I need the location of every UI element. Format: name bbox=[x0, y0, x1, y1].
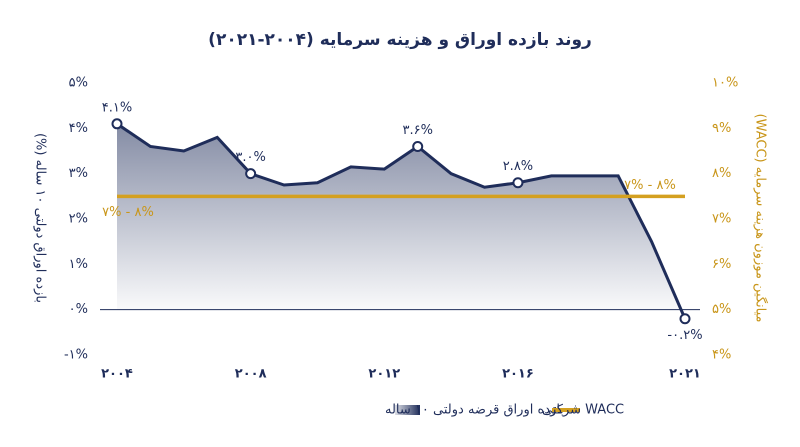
y-tick-label: ۵% bbox=[69, 76, 88, 91]
data-label: ۳.۰% bbox=[235, 150, 265, 165]
y-tick-label: ۳% bbox=[69, 166, 88, 181]
annotation: ۷% - ۸% bbox=[624, 178, 676, 193]
y2-tick-label: ۴% bbox=[712, 348, 731, 363]
chart-title: روند بازده اوراق و هزینه سرمایه (۲۰۰۴-۲۰… bbox=[208, 30, 592, 50]
y2-tick-label: ۵% bbox=[712, 302, 731, 317]
point bbox=[412, 140, 424, 152]
y2-tick-label: ۹% bbox=[712, 121, 731, 136]
data-label: ۳.۶% bbox=[402, 123, 432, 138]
y-tick-label: ۴% bbox=[69, 121, 88, 136]
data-label: ۲.۸% bbox=[503, 159, 533, 174]
legend-label: WACC شرکتی bbox=[542, 403, 624, 418]
y2-tick-label: ۶% bbox=[712, 257, 731, 272]
x-tick-label: ۲۰۱۶ bbox=[502, 367, 534, 382]
y2-tick-label: ۷% bbox=[712, 212, 731, 227]
point bbox=[111, 118, 123, 130]
annotation: ۷% - ۸% bbox=[102, 205, 154, 220]
x-tick-label: ۲۰۰۴ bbox=[101, 367, 133, 382]
data-label: ۴.۱% bbox=[102, 100, 132, 115]
x-tick-label: ۲۰۲۱ bbox=[669, 367, 701, 382]
y-tick-label: ۲% bbox=[69, 212, 88, 227]
area bbox=[117, 123, 685, 319]
point bbox=[679, 313, 691, 325]
line bbox=[116, 122, 687, 320]
y-tick-label: -۱% bbox=[64, 348, 88, 363]
point bbox=[512, 177, 524, 189]
data-label: -۰.۲% bbox=[667, 328, 702, 343]
y-tick-label: ۰% bbox=[69, 302, 88, 317]
y2-axis-title: میانگین موزون هزینه سرمایه (WACC) bbox=[753, 113, 769, 322]
y2-tick-label: ۱۰% bbox=[712, 76, 738, 91]
y2-tick-label: ۸% bbox=[712, 166, 731, 181]
y-axis-title: بازده اوراق دولتی ۱۰ ساله (%) bbox=[33, 133, 48, 303]
legend-swatch bbox=[395, 405, 420, 415]
x-tick-label: ۲۰۰۸ bbox=[235, 367, 267, 382]
legend-label: بازده اوراق قرضه دولتی ۱۰ ساله bbox=[385, 403, 564, 418]
y-tick-label: ۱% bbox=[69, 257, 88, 272]
point bbox=[245, 168, 257, 180]
x-tick-label: ۲۰۱۲ bbox=[368, 367, 400, 382]
